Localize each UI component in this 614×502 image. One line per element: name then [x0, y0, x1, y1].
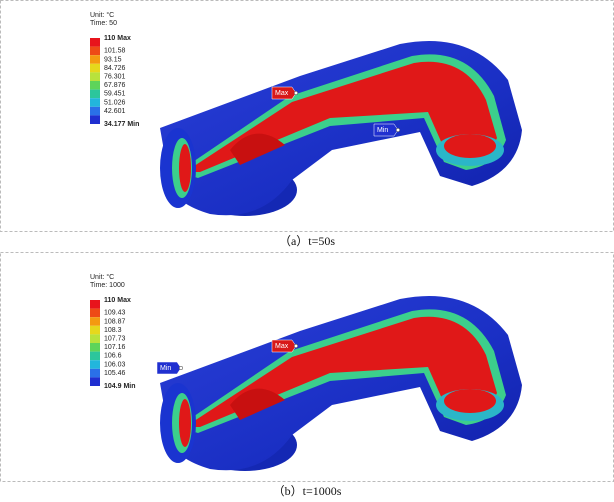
legend-swatch [90, 343, 100, 352]
legend-label: 59.451 [104, 91, 126, 98]
legend-swatch [90, 72, 100, 81]
legend-label: 106.03 [104, 361, 126, 368]
legend-label: 106.6 [104, 353, 122, 360]
legend-label: 107.16 [104, 344, 126, 351]
legend-swatch [90, 115, 100, 124]
legend-swatch [90, 325, 100, 335]
legend-swatch [90, 89, 100, 99]
legend-swatch [90, 106, 100, 116]
legend-label: 110 Max [104, 35, 131, 42]
model [160, 40, 522, 216]
unit-label: Unit: °C [90, 273, 114, 281]
caption: （b）t=1000s [273, 484, 342, 498]
legend-label: 51.026 [104, 99, 126, 106]
legend-label: 109.43 [104, 310, 126, 317]
legend-swatch [90, 368, 100, 378]
min-tag-point [178, 365, 184, 371]
max-tag-label: Max [275, 343, 289, 350]
legend-swatch [90, 98, 100, 107]
max-tag-flag [271, 339, 297, 353]
model [160, 295, 522, 471]
min-tag-point [395, 127, 401, 133]
legend-swatch [90, 81, 100, 90]
legend-label: 93.15 [104, 56, 122, 63]
legend-swatch [90, 55, 100, 64]
time-label: Time: 50 [90, 20, 117, 27]
legend-swatch [90, 317, 100, 326]
legend-label: 34.177 Min [104, 121, 139, 128]
max-tag-flag [271, 86, 297, 100]
legend-swatch [90, 63, 100, 73]
legend-label: 108.87 [104, 318, 126, 325]
unit-label: Unit: °C [90, 11, 114, 19]
legend-swatch [90, 46, 100, 56]
legend-label: 107.73 [104, 336, 126, 343]
legend-label: 84.726 [104, 65, 126, 72]
legend-label: 108.3 [104, 327, 122, 334]
legend-swatch [90, 308, 100, 318]
legend-label: 42.601 [104, 108, 126, 115]
min-tag-label: Min [160, 365, 171, 372]
min-tag-flag [156, 361, 182, 375]
legend-label: 104.9 Min [104, 383, 136, 390]
time-label: Time: 1000 [90, 282, 125, 289]
min-tag-label: Min [377, 127, 388, 134]
min-tag-flag [373, 123, 399, 137]
legend-swatch [90, 377, 100, 386]
max-tag-label: Max [275, 90, 289, 97]
legend-swatch [90, 351, 100, 361]
legend-label: 110 Max [104, 297, 131, 304]
panel-border [0, 0, 614, 232]
max-tag-point [293, 343, 299, 349]
legend-swatch [90, 334, 100, 343]
legend-swatch [90, 360, 100, 369]
legend-label: 76.301 [104, 74, 126, 81]
legend-label: 101.58 [104, 48, 126, 55]
legend-swatch [90, 38, 100, 47]
caption: （a）t=50s [279, 234, 335, 248]
legend-label: 67.876 [104, 82, 126, 89]
legend-label: 105.46 [104, 370, 126, 377]
legend-swatch [90, 300, 100, 309]
max-tag-point [293, 90, 299, 96]
